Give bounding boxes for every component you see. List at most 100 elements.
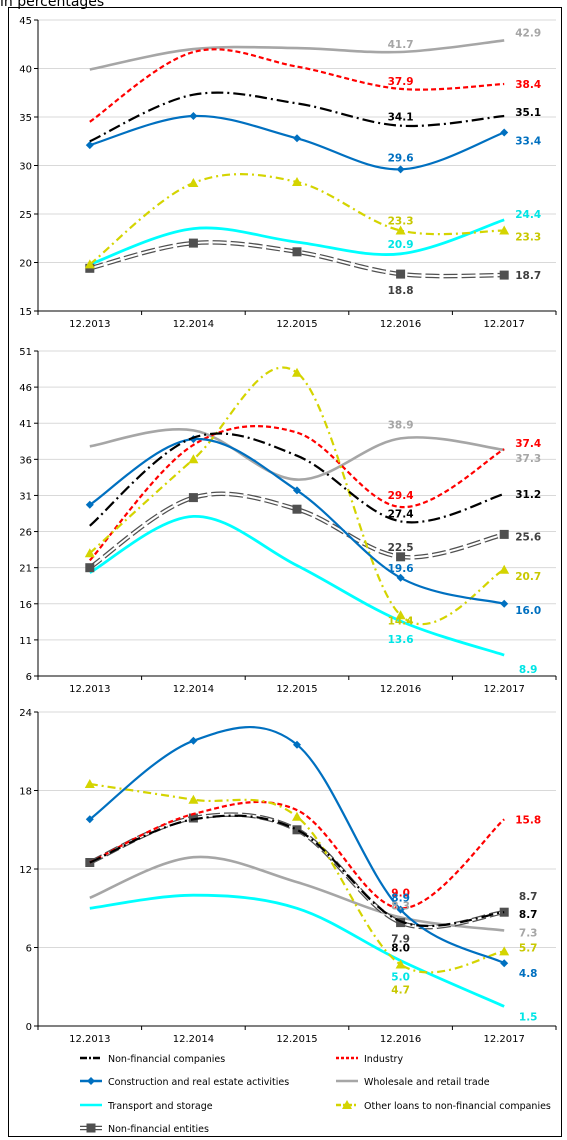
data-label: 29.4 xyxy=(388,490,414,502)
series-other-loans-to-non-financial-companies xyxy=(84,366,510,626)
data-label: 38.4 xyxy=(515,79,541,91)
data-label: 37.9 xyxy=(388,76,414,88)
square-marker xyxy=(396,918,406,928)
series-other-loans-to-non-financial-companies xyxy=(84,173,510,269)
diamond-marker xyxy=(396,905,405,914)
square-marker xyxy=(86,1123,96,1133)
legend-item: Industry xyxy=(336,1054,403,1065)
chart-panel-3: 0 6 12 18 24 12.2013 12.2014 12.2015 12.2016 12.2… xyxy=(19,708,557,1045)
data-label: 27.4 xyxy=(388,508,414,520)
data-label: 8.3 xyxy=(391,900,410,912)
series-non-financial-companies xyxy=(89,432,505,527)
series-transport-and-storage xyxy=(89,893,505,1008)
x-tick-label: 12.2016 xyxy=(380,684,421,695)
x-tick-label: 12.2017 xyxy=(484,319,525,330)
diamond-marker xyxy=(500,128,509,137)
y-tick-label: 45 xyxy=(19,16,32,27)
chart-panel-1: 15 20 25 30 35 40 45 12.2013 12.2014 12.2015 12.20… xyxy=(19,16,557,330)
x-tick-label: 12.2017 xyxy=(484,1034,525,1045)
data-label: 8.9 xyxy=(519,664,538,676)
legend-item: Transport and storage xyxy=(80,1101,213,1112)
data-label: 20.9 xyxy=(388,239,414,251)
y-tick-label: 25 xyxy=(19,210,32,221)
y-tick-label: 12 xyxy=(19,865,32,876)
square-marker xyxy=(292,825,302,835)
square-marker xyxy=(499,529,509,539)
diamond-marker xyxy=(293,134,301,143)
triangle-marker xyxy=(84,779,95,788)
legend-item: Other loans to non-financial companies xyxy=(336,1100,551,1112)
square-marker xyxy=(499,270,509,280)
x-tick-label: 12.2015 xyxy=(276,684,317,695)
data-label: 34.1 xyxy=(388,112,414,124)
series-line xyxy=(89,725,505,965)
x-tick-label: 12.2014 xyxy=(173,1034,214,1045)
x-tick-label: 12.2014 xyxy=(173,319,214,330)
x-tick-label: 12.2013 xyxy=(69,319,110,330)
data-label: 24.4 xyxy=(515,209,541,221)
data-label: 22.5 xyxy=(388,542,414,554)
x-tick-label: 12.2016 xyxy=(380,1034,421,1045)
legend-label: Industry xyxy=(364,1054,403,1065)
square-marker xyxy=(292,247,302,257)
series-construction-and-real-estate-activities xyxy=(85,725,509,968)
legend-item: Non-financial companies xyxy=(80,1054,225,1065)
diamond-marker xyxy=(500,959,509,968)
triangle-marker xyxy=(292,367,302,377)
triangle-marker xyxy=(395,959,406,969)
series-construction-and-real-estate-activities xyxy=(85,435,509,608)
y-tick-label: 26 xyxy=(19,528,32,539)
y-tick-label: 6 xyxy=(26,944,32,955)
data-label: 23.3 xyxy=(388,215,414,227)
data-label: 9.0 xyxy=(391,887,410,899)
y-tick-label: 0 xyxy=(26,1022,32,1033)
y-tick-label: 35 xyxy=(19,113,32,124)
diamond-marker xyxy=(87,1077,95,1085)
series-line xyxy=(89,428,505,481)
y-tick-label: 18 xyxy=(19,787,32,798)
triangle-marker xyxy=(499,946,510,956)
y-tick-label: 51 xyxy=(19,347,32,358)
series-other-loans-to-non-financial-companies xyxy=(84,779,510,974)
data-label: 8.0 xyxy=(391,942,410,954)
data-label: 1.5 xyxy=(519,1011,538,1023)
y-tick-label: 40 xyxy=(19,65,32,76)
header-text: in percentages xyxy=(0,0,105,10)
diamond-marker xyxy=(85,141,94,150)
data-label: 8.7 xyxy=(519,909,538,921)
data-label: 14.4 xyxy=(388,615,414,627)
x-tick-label: 12.2015 xyxy=(276,1034,317,1045)
diamond-marker xyxy=(189,736,198,745)
x-tick-label: 12.2015 xyxy=(276,319,317,330)
series-industry xyxy=(89,48,505,123)
data-label: 7.9 xyxy=(391,934,410,946)
square-marker xyxy=(188,493,198,503)
triangle-marker xyxy=(499,564,510,574)
y-tick-label: 11 xyxy=(19,636,32,647)
x-tick-label: 12.2013 xyxy=(69,1034,110,1045)
data-label: 5.0 xyxy=(391,972,410,984)
square-marker xyxy=(292,504,302,514)
series-line xyxy=(89,893,505,1008)
data-label: 25.6 xyxy=(515,531,541,543)
diamond-marker xyxy=(189,112,198,120)
series-non-financial-companies xyxy=(89,91,505,143)
series-wholesale-and-retail-trade xyxy=(89,39,505,71)
series-non-financial-entities xyxy=(85,491,509,573)
x-tick-label: 12.2013 xyxy=(69,684,110,695)
diamond-marker xyxy=(85,815,94,824)
series-line xyxy=(89,432,505,527)
square-marker xyxy=(85,563,95,573)
series-line xyxy=(89,218,505,266)
data-label: 37.4 xyxy=(515,438,541,450)
data-label: 37.3 xyxy=(515,453,541,465)
chart-panel-2: 6 11 16 21 26 31 36 41 46 51 12.2013 12.2014 12.2015… xyxy=(19,347,557,695)
y-tick-label: 24 xyxy=(19,708,32,719)
x-tick-label: 12.2016 xyxy=(380,319,421,330)
series-industry xyxy=(88,425,505,562)
y-tick-label: 46 xyxy=(19,383,32,394)
diamond-marker xyxy=(293,740,301,749)
legend: Non-financial companies Industry Construct… xyxy=(80,1054,551,1135)
data-label: 23.3 xyxy=(515,231,541,243)
y-tick-label: 15 xyxy=(19,307,32,318)
